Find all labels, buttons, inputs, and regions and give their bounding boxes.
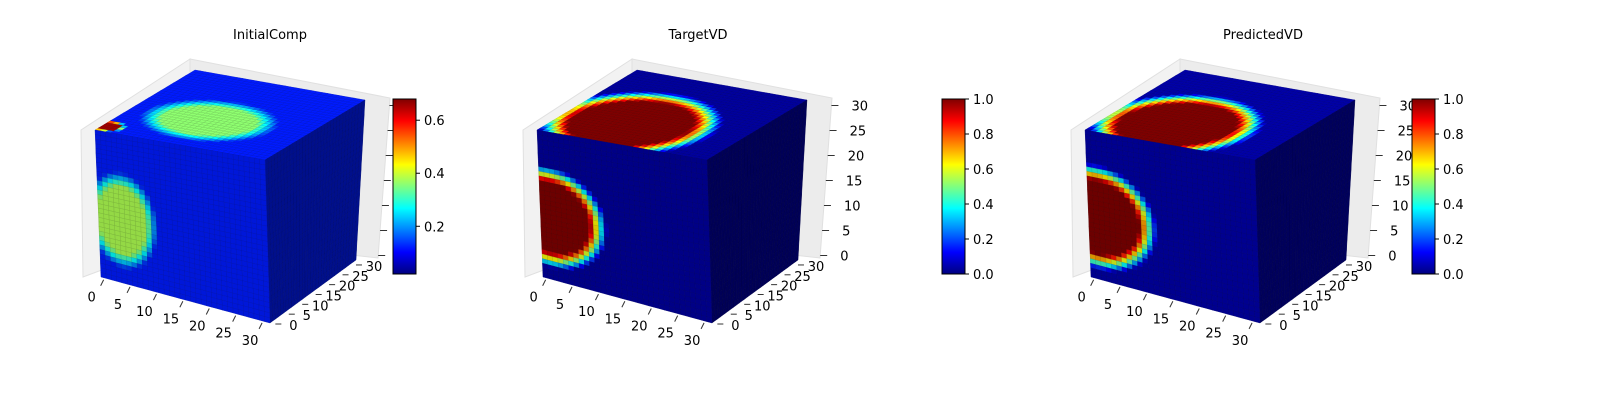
x-tick-label: 10 <box>136 305 153 320</box>
x-tick-label: 25 <box>215 327 232 342</box>
colorbar-tick-label: 0.2 <box>424 220 445 235</box>
y-tick-label: 0 <box>289 319 297 334</box>
colorbar-tick-label: 0.4 <box>424 167 445 182</box>
panel-initialcomp: InitialComp 0 5 10 15 20 25 300510152025300.20… <box>80 28 445 349</box>
x-tick-mark <box>153 293 157 301</box>
x-tick-mark <box>232 315 237 322</box>
cube-face-front <box>94 129 271 324</box>
x-tick-label: 5 <box>114 298 122 313</box>
colorbar-tick-label: 0.6 <box>424 114 445 129</box>
y-tick-label: 5 <box>303 309 311 324</box>
x-tick-mark <box>258 322 263 330</box>
x-tick-label: 20 <box>189 319 206 334</box>
cube-face-top <box>94 69 366 161</box>
x-tick-mark <box>205 308 210 315</box>
colorbar <box>392 98 417 275</box>
x-tick-label: 0 <box>88 291 96 306</box>
x-tick-mark <box>179 301 184 308</box>
x-tick-label: 30 <box>242 334 259 349</box>
x-tick-label: 15 <box>163 312 180 327</box>
panel-title: TargetVD <box>667 28 727 43</box>
x-tick-mark <box>126 286 131 294</box>
panel-title: InitialComp <box>233 28 307 43</box>
y-tick-label: 30 <box>366 260 383 275</box>
panel-targetvd: TargetVD 0 5 10 15 20 25 300510152025300510152… <box>522 28 994 349</box>
x-tick-mark <box>100 279 105 286</box>
